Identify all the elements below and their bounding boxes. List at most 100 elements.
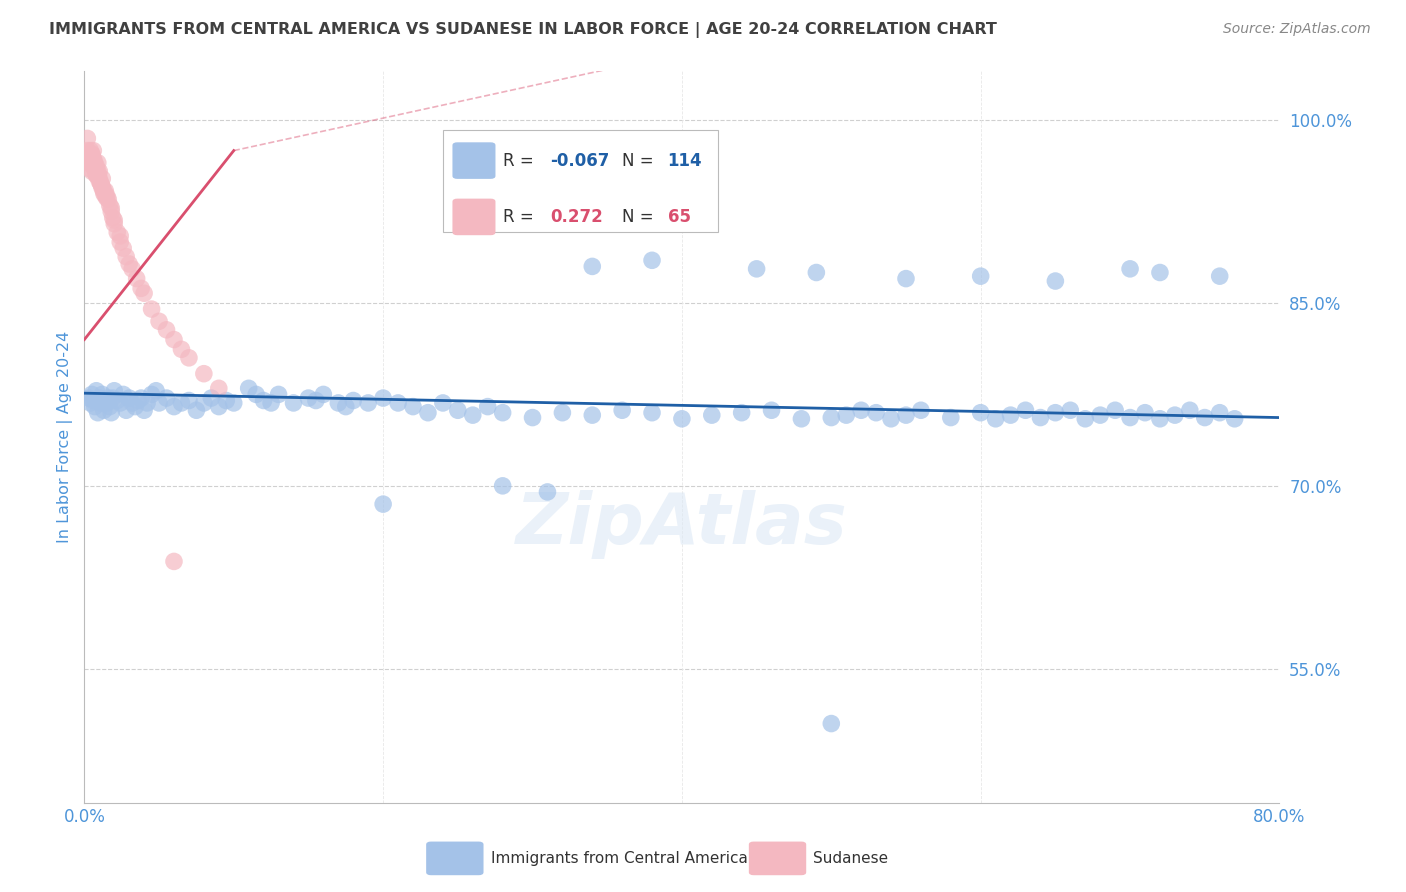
Point <box>83 155 105 169</box>
Point <box>416 406 439 420</box>
Point <box>103 384 125 398</box>
Point <box>432 396 454 410</box>
Point <box>373 497 395 511</box>
Point <box>671 412 693 426</box>
Point <box>1104 403 1126 417</box>
Point <box>373 391 395 405</box>
Point <box>1209 406 1232 420</box>
Point <box>1059 403 1081 417</box>
Point <box>1133 406 1156 420</box>
Point <box>94 184 117 198</box>
Point <box>93 186 115 201</box>
Point <box>700 408 723 422</box>
Point <box>208 381 231 395</box>
Point <box>115 403 138 417</box>
Point <box>200 391 222 405</box>
Point <box>101 211 124 225</box>
Point <box>461 408 484 422</box>
Point <box>1074 412 1097 426</box>
Point <box>1000 408 1022 422</box>
Point <box>100 406 122 420</box>
Point <box>145 384 167 398</box>
Point <box>96 188 118 202</box>
Text: ZipAtlas: ZipAtlas <box>516 491 848 559</box>
Point <box>129 391 152 405</box>
FancyBboxPatch shape <box>749 841 806 875</box>
Point <box>118 257 141 271</box>
Point <box>83 400 105 414</box>
Point <box>91 181 114 195</box>
Point <box>86 168 108 182</box>
Point <box>76 144 98 158</box>
Point <box>115 250 138 264</box>
Point <box>79 152 101 166</box>
Point <box>127 393 149 408</box>
Point <box>177 393 200 408</box>
Point <box>89 174 111 188</box>
Point <box>447 403 470 417</box>
Point <box>77 391 100 405</box>
Point <box>581 408 603 422</box>
Point <box>91 387 114 401</box>
Point <box>835 408 858 422</box>
Point <box>90 177 112 191</box>
Text: 0.272: 0.272 <box>551 208 603 226</box>
Point <box>97 192 120 206</box>
Point <box>193 396 215 410</box>
Point <box>121 261 143 276</box>
Point <box>86 160 108 174</box>
Point <box>141 301 163 317</box>
Point <box>110 235 132 249</box>
Point <box>79 396 101 410</box>
Point <box>132 286 156 301</box>
Point <box>970 406 993 420</box>
Point <box>342 393 364 408</box>
Point <box>125 271 148 285</box>
Point <box>80 164 103 178</box>
Point <box>105 225 128 239</box>
Point <box>492 406 515 420</box>
Point <box>761 403 783 417</box>
Point <box>492 479 515 493</box>
Point <box>93 184 115 198</box>
Point <box>551 406 574 420</box>
Text: N =: N = <box>623 208 659 226</box>
Point <box>170 396 193 410</box>
Point <box>100 204 122 219</box>
Point <box>141 387 163 401</box>
Point <box>87 155 110 169</box>
Point <box>612 403 634 417</box>
Point <box>1029 410 1052 425</box>
Point <box>90 396 112 410</box>
Point <box>112 387 135 401</box>
Point <box>1223 412 1246 426</box>
Point <box>238 381 260 395</box>
Point <box>86 168 108 182</box>
Point <box>77 155 100 169</box>
Point <box>1194 410 1216 425</box>
Point <box>1164 408 1187 422</box>
Point <box>87 164 110 178</box>
Point <box>186 403 208 417</box>
Point <box>75 150 97 164</box>
Text: Sudanese: Sudanese <box>814 851 889 866</box>
Point <box>1178 403 1201 417</box>
Text: Immigrants from Central America: Immigrants from Central America <box>491 851 748 866</box>
Point <box>820 410 842 425</box>
Point <box>132 403 156 417</box>
Point <box>110 228 132 243</box>
Point <box>731 406 754 420</box>
Point <box>148 314 170 328</box>
Point <box>129 281 152 295</box>
Point <box>267 387 290 401</box>
Point <box>894 271 917 285</box>
Point <box>402 400 425 414</box>
Point <box>110 396 132 410</box>
Point <box>806 265 828 279</box>
Point <box>522 410 544 425</box>
Point <box>177 351 200 365</box>
Point <box>641 406 664 420</box>
Point <box>170 343 193 357</box>
Point <box>89 171 111 186</box>
Point <box>82 393 104 408</box>
